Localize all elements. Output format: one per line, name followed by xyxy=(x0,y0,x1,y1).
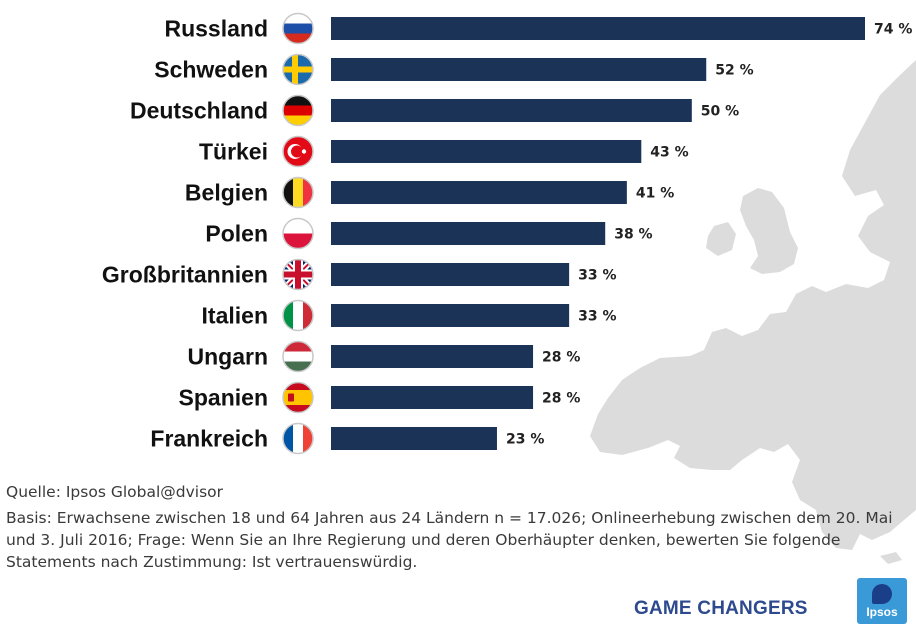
country-label: Russland xyxy=(164,16,268,42)
flag-hungary-icon xyxy=(282,340,314,373)
flag-france-icon xyxy=(282,422,314,455)
country-label: Großbritannien xyxy=(102,262,268,288)
country-flags xyxy=(282,12,314,455)
ipsos-logo-text: Ipsos xyxy=(866,605,898,619)
flag-turkey-icon xyxy=(282,135,314,168)
bar xyxy=(331,99,692,122)
country-label: Italien xyxy=(202,303,268,329)
country-label: Polen xyxy=(205,221,268,247)
value-label: 52 % xyxy=(715,63,753,79)
value-label: 74 % xyxy=(874,22,912,38)
value-labels: 74 % 52 % 50 % 43 % 41 % 38 % 33 % 33 % 28 % 28 %… xyxy=(506,22,912,448)
flag-uk-icon xyxy=(282,258,314,291)
bar xyxy=(331,140,642,163)
bar xyxy=(331,17,865,40)
flag-russia-icon xyxy=(282,12,314,45)
source-note: Quelle: Ipsos Global@dvisor xyxy=(6,483,224,501)
value-label: 38 % xyxy=(614,227,652,243)
flag-sweden-icon xyxy=(282,53,314,86)
value-label: 28 % xyxy=(542,391,580,407)
bar xyxy=(331,222,606,245)
country-labels: Russland Schweden Deutschland Türkei Belgien… xyxy=(102,16,268,452)
value-label: 43 % xyxy=(650,145,688,161)
bar xyxy=(331,386,534,409)
country-label: Spanien xyxy=(179,385,268,411)
game-changers-tagline: GAME CHANGERS xyxy=(634,598,808,619)
bar-chart: Russland Schweden Deutschland Türkei Belgien… xyxy=(102,12,912,455)
country-label: Belgien xyxy=(185,180,268,206)
value-label: 33 % xyxy=(578,309,616,325)
value-label: 28 % xyxy=(542,350,580,366)
bar xyxy=(331,263,570,286)
value-label: 23 % xyxy=(506,432,544,448)
flag-italy-icon xyxy=(282,299,314,332)
basis-note: Basis: Erwachsene zwischen 18 und 64 Jah… xyxy=(6,509,893,571)
country-label: Schweden xyxy=(154,57,268,83)
flag-belgium-icon xyxy=(282,176,314,209)
bar xyxy=(331,345,534,368)
value-label: 50 % xyxy=(701,104,739,120)
flag-spain-icon xyxy=(282,381,314,414)
bar xyxy=(331,58,707,81)
flag-poland-icon xyxy=(282,217,314,250)
flag-germany-icon xyxy=(282,94,314,127)
value-label: 41 % xyxy=(636,186,674,202)
country-label: Frankreich xyxy=(150,426,268,452)
bar xyxy=(331,427,497,450)
value-label: 33 % xyxy=(578,268,616,284)
country-label: Ungarn xyxy=(188,344,269,370)
bars xyxy=(331,17,865,450)
country-label: Türkei xyxy=(199,139,268,165)
bar xyxy=(331,304,570,327)
ipsos-logo-mark xyxy=(872,584,892,604)
ipsos-logo: Ipsos xyxy=(857,578,907,624)
country-label: Deutschland xyxy=(130,98,268,124)
bar xyxy=(331,181,627,204)
